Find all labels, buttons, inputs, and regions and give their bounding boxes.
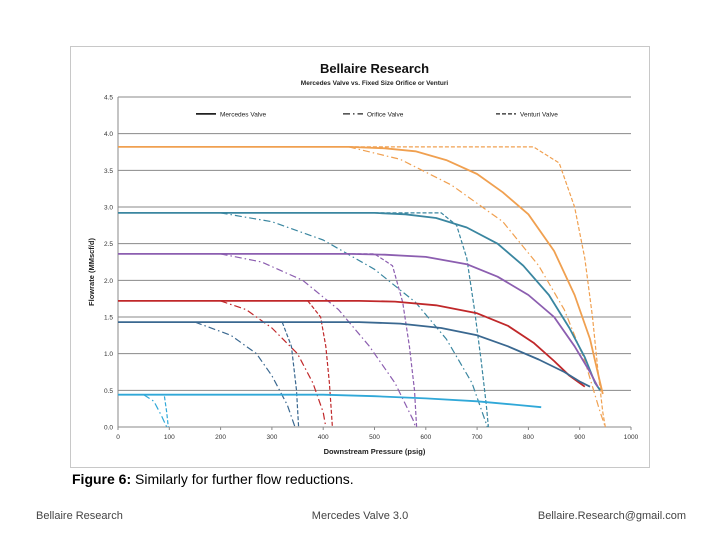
series-line (118, 146, 604, 395)
chart-title: Bellaire Research (320, 61, 429, 76)
chart-subtitle: Mercedes Valve vs. Fixed Size Orifice or… (301, 80, 449, 87)
series-line (118, 321, 591, 388)
series-line (153, 394, 169, 428)
y-tick-label: 1.5 (104, 315, 113, 322)
series-line (246, 321, 300, 428)
y-tick-label: 2.0 (104, 278, 113, 285)
x-tick-label: 300 (266, 434, 277, 441)
figure-caption-text: Similarly for further flow reductions. (131, 471, 354, 487)
series-line (374, 212, 489, 428)
x-tick-label: 500 (369, 434, 380, 441)
x-axis-label: Downstream Pressure (psig) (324, 447, 426, 456)
x-tick-label: 200 (215, 434, 226, 441)
y-tick-label: 4.5 (104, 95, 113, 102)
figure-caption: Figure 6: Similarly for further flow red… (72, 471, 354, 487)
y-tick-label: 4.0 (104, 131, 113, 138)
y-tick-label: 3.5 (104, 168, 113, 175)
series-line (220, 253, 417, 428)
x-tick-label: 100 (164, 434, 175, 441)
series-line (143, 394, 168, 428)
y-tick-label: 0.0 (104, 425, 113, 432)
series-line (194, 321, 296, 428)
x-tick-label: 1000 (624, 434, 639, 441)
x-tick-label: 0 (116, 434, 120, 441)
y-tick-label: 0.5 (104, 388, 113, 395)
series-line (220, 212, 488, 428)
series-line (118, 212, 601, 391)
legend-label: Mercedes Valve (220, 111, 267, 118)
legend-label: Orifice Valve (367, 111, 404, 118)
x-tick-label: 400 (318, 434, 329, 441)
series-line (348, 146, 606, 428)
y-axis-label: Flowrate (MMscf/d) (87, 238, 96, 306)
series-line (118, 393, 542, 409)
footer-center: Mercedes Valve 3.0 (311, 510, 409, 522)
series-line (118, 253, 599, 388)
series-line (333, 253, 418, 428)
series-line (348, 146, 606, 428)
flowrate-chart: Bellaire Research Mercedes Valve vs. Fixe… (87, 61, 639, 456)
series-line (271, 300, 333, 428)
x-tick-label: 800 (523, 434, 534, 441)
y-tick-label: 2.5 (104, 241, 113, 248)
figure-frame: Bellaire Research Mercedes Valve vs. Fixe… (70, 46, 650, 468)
y-tick-label: 1.0 (104, 351, 113, 358)
footer-left: Bellaire Research (36, 510, 123, 522)
legend-label: Venturi Valve (520, 111, 558, 118)
footer-right: Bellaire.Research@gmail.com (537, 510, 686, 522)
x-tick-label: 900 (574, 434, 585, 441)
series-line (220, 300, 327, 428)
y-tick-label: 3.0 (104, 205, 113, 212)
figure-caption-label: Figure 6: (72, 471, 132, 487)
x-tick-label: 700 (472, 434, 483, 441)
x-tick-label: 600 (420, 434, 431, 441)
series-line (118, 300, 586, 388)
